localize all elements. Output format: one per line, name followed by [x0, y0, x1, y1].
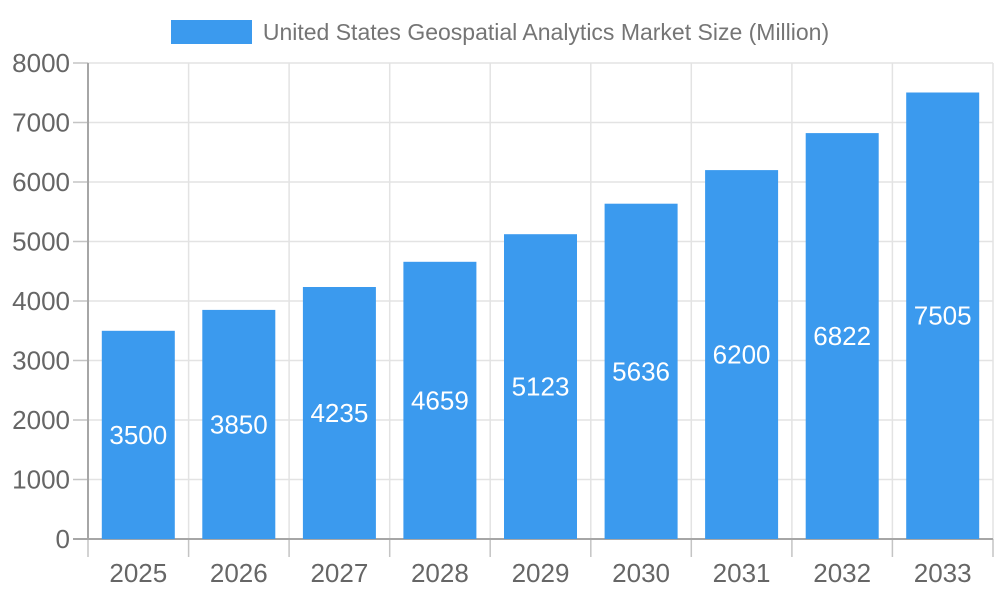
chart-legend[interactable]: United States Geospatial Analytics Marke… [0, 19, 1000, 45]
y-tick-label: 3000 [12, 346, 70, 376]
x-tick-label: 2033 [914, 558, 972, 588]
y-tick-label: 0 [56, 524, 70, 554]
x-tick-label: 2028 [411, 558, 469, 588]
bar-value-label: 6200 [713, 340, 771, 370]
x-tick-label: 2029 [512, 558, 570, 588]
bar-value-label: 3500 [109, 420, 167, 450]
bar-value-label: 7505 [914, 301, 972, 331]
y-tick-label: 4000 [12, 286, 70, 316]
bar-value-label: 4659 [411, 385, 469, 415]
bar-value-label: 6822 [813, 321, 871, 351]
bar [604, 203, 678, 539]
x-tick-label: 2032 [813, 558, 871, 588]
y-tick-label: 7000 [12, 108, 70, 138]
bar-value-label: 3850 [210, 410, 268, 440]
y-tick-label: 1000 [12, 465, 70, 495]
bar [504, 234, 577, 539]
x-tick-label: 2025 [109, 558, 167, 588]
x-tick-label: 2026 [210, 558, 268, 588]
bar [302, 287, 376, 539]
legend-label: United States Geospatial Analytics Marke… [262, 19, 830, 45]
y-tick-label: 2000 [12, 405, 70, 435]
bar [403, 261, 477, 539]
bar-value-label: 5636 [612, 356, 670, 386]
bar [805, 133, 879, 539]
bar [101, 330, 175, 540]
x-tick-label: 2027 [310, 558, 368, 588]
bar-value-label: 5123 [512, 372, 570, 402]
bar [202, 309, 276, 539]
x-tick-label: 2030 [612, 558, 670, 588]
legend-swatch [170, 20, 252, 44]
y-tick-label: 6000 [12, 167, 70, 197]
bar [906, 92, 980, 539]
bar [705, 170, 779, 539]
y-tick-label: 8000 [12, 48, 70, 78]
y-tick-label: 5000 [12, 227, 70, 257]
x-tick-label: 2031 [713, 558, 771, 588]
bar-value-label: 4235 [310, 398, 368, 428]
